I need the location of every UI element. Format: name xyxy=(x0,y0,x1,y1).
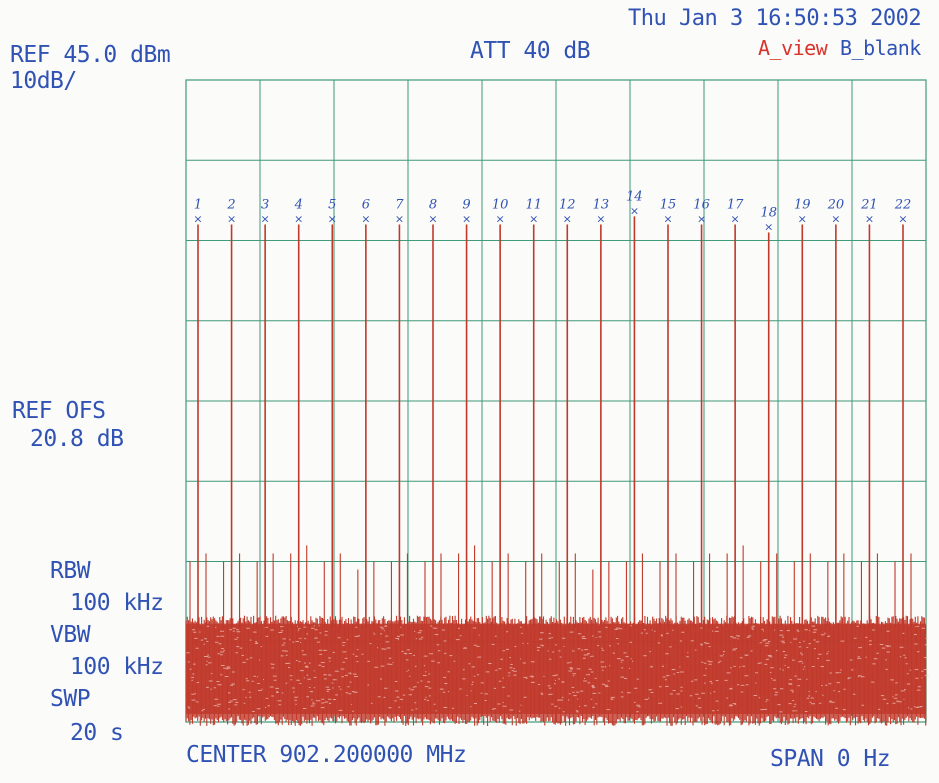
marker-number: 11 xyxy=(525,197,542,212)
marker-number: 13 xyxy=(593,197,610,212)
marker-x-icon: × xyxy=(563,212,572,225)
marker-x-icon: × xyxy=(697,212,706,225)
noise-floor-trace xyxy=(185,615,929,726)
marker-x-icon: × xyxy=(428,212,437,225)
marker-x-icon: × xyxy=(261,212,270,225)
rbw-label: RBW xyxy=(50,558,91,584)
marker-x-icon: × xyxy=(831,212,840,225)
marker-x-icon: × xyxy=(764,220,773,233)
span-label: SPAN 0 Hz xyxy=(770,746,891,772)
rbw-value: 100 kHz xyxy=(70,590,164,616)
marker-x-icon: × xyxy=(529,212,538,225)
marker-number: 14 xyxy=(626,189,643,204)
vbw-label: VBW xyxy=(50,622,91,648)
marker-x-icon: × xyxy=(462,212,471,225)
marker-x-icon: × xyxy=(395,212,404,225)
noise-floor-texture xyxy=(185,615,927,726)
marker-x-icon: × xyxy=(663,212,672,225)
marker-x-icon: × xyxy=(496,212,505,225)
attenuation-label: ATT 40 dB xyxy=(470,38,591,64)
marker-number: 19 xyxy=(794,197,811,212)
swp-label: SWP xyxy=(50,686,91,712)
trace-a-label: A_view xyxy=(758,36,828,60)
marker-number: 10 xyxy=(492,197,509,212)
noise-floor-speckle xyxy=(186,625,929,713)
swp-value: 20 s xyxy=(70,720,124,746)
ref-ofs-value: 20.8 dB xyxy=(30,426,124,452)
marker-number: 9 xyxy=(462,197,470,212)
marker-x-icon: × xyxy=(294,212,303,225)
marker-number: 21 xyxy=(860,197,878,212)
marker-number: 3 xyxy=(261,197,269,212)
marker-number: 12 xyxy=(559,197,576,212)
marker-number: 7 xyxy=(395,197,404,212)
marker-labels: ×1×2×3×4×5×6×7×8×9×10×11×12×13 ×14×15×16×… xyxy=(193,189,911,233)
marker-x-icon: × xyxy=(630,204,639,217)
marker-number: 2 xyxy=(226,197,235,212)
scale-label: 10dB/ xyxy=(10,68,77,94)
marker-x-icon: × xyxy=(596,212,605,225)
marker-x-icon: × xyxy=(361,212,370,225)
marker-x-icon: × xyxy=(798,212,807,225)
marker-x-icon: × xyxy=(898,212,907,225)
datetime-label: Thu Jan 3 16:50:53 2002 xyxy=(628,6,922,31)
ref-ofs-label: REF OFS xyxy=(12,398,106,424)
marker-number: 15 xyxy=(660,197,677,212)
marker-number: 5 xyxy=(328,197,336,212)
marker-x-icon: × xyxy=(227,212,236,225)
marker-number: 8 xyxy=(429,197,437,212)
marker-number: 20 xyxy=(827,197,845,212)
signal-peak-traces xyxy=(197,216,904,628)
trace-b-label: B_blank xyxy=(840,36,921,60)
ref-level-label: REF 45.0 dBm xyxy=(10,42,171,68)
marker-number: 6 xyxy=(362,197,370,212)
vbw-value: 100 kHz xyxy=(70,654,164,680)
marker-number: 1 xyxy=(194,197,202,212)
marker-number: 22 xyxy=(894,197,912,212)
marker-x-icon: × xyxy=(865,212,874,225)
marker-x-icon: × xyxy=(328,212,337,225)
marker-x-icon: × xyxy=(193,212,202,225)
center-frequency-label: CENTER 902.200000 MHz xyxy=(186,742,467,768)
marker-number: 16 xyxy=(693,197,710,212)
marker-number: 18 xyxy=(760,205,777,220)
marker-number: 17 xyxy=(727,197,744,212)
marker-number: 4 xyxy=(294,197,303,212)
side-lobe-traces xyxy=(189,545,912,628)
marker-x-icon: × xyxy=(731,212,740,225)
